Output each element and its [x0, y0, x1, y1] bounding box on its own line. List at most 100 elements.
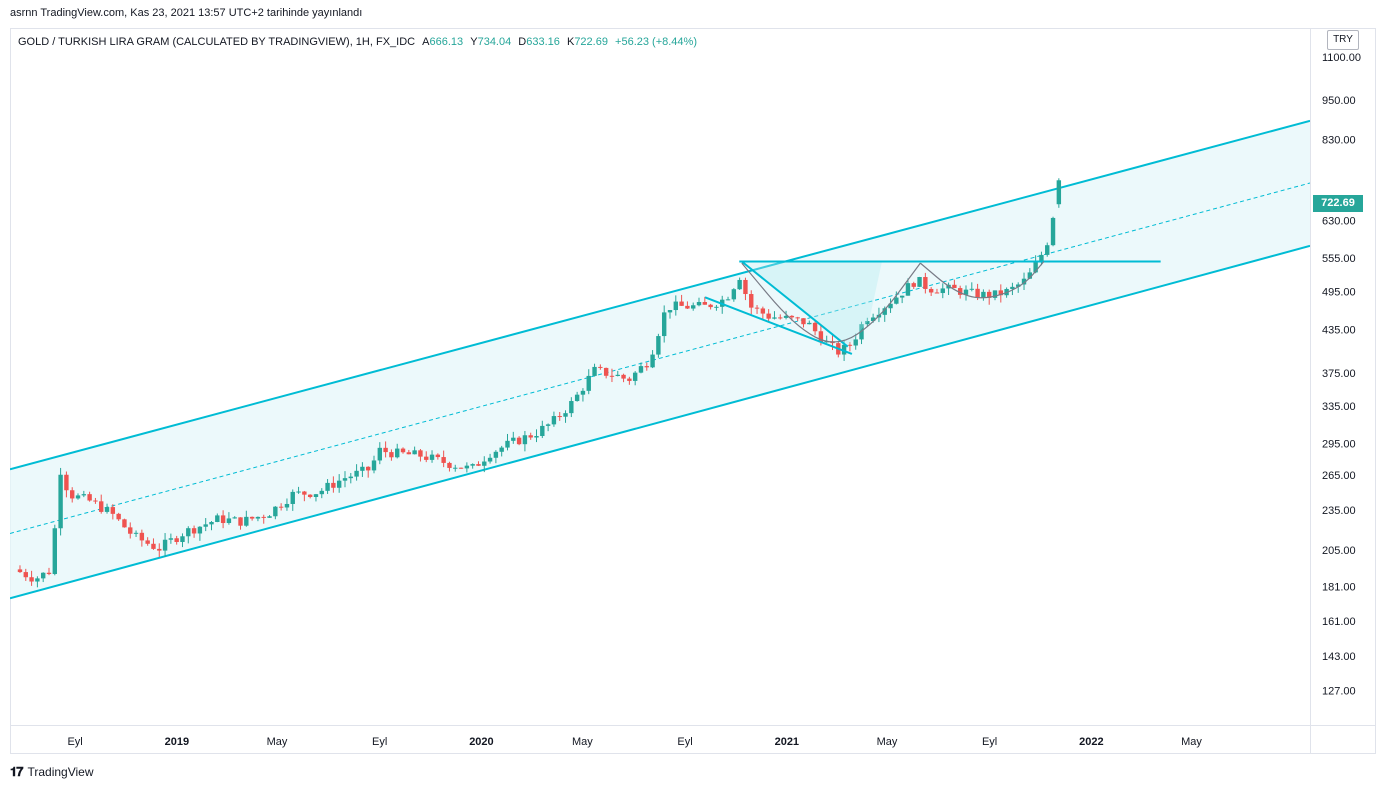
candle-body [284, 503, 290, 508]
tradingview-logo[interactable]: 𝟏𝟕 TradingView [10, 764, 94, 780]
price-tick-label: 205.00 [1322, 545, 1356, 557]
price-tick-label: 375.00 [1322, 368, 1356, 380]
candle-body [493, 451, 499, 458]
candle-body [812, 322, 818, 332]
candle-body [162, 539, 168, 551]
candle-body [128, 527, 133, 534]
candle-body [209, 521, 214, 525]
price-tick-label: 265.00 [1322, 470, 1356, 482]
candle-body [168, 538, 174, 540]
candle-body [278, 506, 284, 508]
wedge-lower-line [704, 296, 853, 355]
candle-body [1021, 278, 1027, 285]
candle-body [313, 494, 319, 497]
open-value: 666.13 [429, 36, 464, 48]
high-value: 734.04 [477, 36, 512, 48]
time-axis[interactable]: Eyl 2019 May Eyl 2020 May Eyl 2021 May Eyl 2022 May [67, 736, 1202, 748]
candle-body [336, 480, 342, 488]
candle-body [841, 344, 847, 355]
candle-body [35, 578, 40, 582]
candle-body [220, 515, 226, 524]
candle-body [441, 457, 446, 463]
candle-body [1027, 272, 1033, 279]
symbol-legend[interactable]: GOLD / TURKISH LIRA GRAM (CALCULATED BY … [18, 36, 697, 48]
candle-body [435, 454, 441, 458]
candle-body [87, 494, 92, 501]
candle-body [81, 494, 87, 496]
candle-body [104, 507, 110, 512]
candle-body [673, 301, 678, 311]
candle-body [482, 461, 487, 466]
candle-body [99, 501, 104, 512]
candle-body [586, 375, 591, 391]
price-tick-label: 1100.00 [1322, 52, 1361, 64]
candle-body [714, 306, 719, 308]
candle-body [511, 437, 516, 441]
candle-body [615, 374, 620, 376]
candle-body [232, 517, 237, 519]
candle-body [986, 291, 992, 298]
candle-body [1010, 286, 1015, 289]
candle-body [331, 482, 336, 488]
close-value: 722.69 [574, 36, 608, 48]
channel-top-line [10, 119, 1310, 471]
candle-body [627, 378, 632, 381]
candle-body [650, 354, 655, 368]
candle-body [249, 516, 255, 519]
candle-body [371, 460, 377, 471]
candle-body [534, 436, 539, 438]
candle-body [406, 452, 412, 455]
candle-body [522, 435, 528, 445]
candle-body [70, 490, 75, 499]
candle-body [702, 302, 708, 305]
candle-body [632, 372, 638, 381]
candle-body [870, 317, 876, 322]
candle-body [940, 288, 945, 294]
candle-body [853, 339, 858, 346]
candle-body [46, 572, 52, 575]
time-tick-label: Eyl [67, 736, 82, 748]
candle-body [923, 277, 928, 289]
publish-caption: asrnn TradingView.com, Kas 23, 2021 13:5… [10, 7, 363, 19]
candle-body [255, 516, 261, 519]
candle-body [679, 301, 684, 306]
candle-body [981, 291, 986, 298]
candle-body [894, 297, 899, 304]
price-tick-label: 181.00 [1322, 582, 1356, 594]
candle-body [528, 435, 533, 438]
candle-body [865, 321, 870, 325]
time-tick-label: May [1181, 736, 1202, 748]
tradingview-brand: TradingView [27, 765, 94, 779]
channel-bottom-line [10, 244, 1310, 600]
candle-body [818, 331, 824, 343]
candle-body [638, 366, 644, 373]
candle-body [928, 288, 934, 293]
candle-body [17, 569, 23, 573]
channel-fill [10, 120, 1310, 599]
candle-body [952, 284, 957, 289]
candle-body [998, 290, 1004, 296]
candle-body [174, 538, 179, 542]
candle-body [424, 456, 429, 460]
candle-body [151, 543, 156, 549]
candle-body [882, 308, 887, 315]
wedge-upper-line [741, 260, 849, 348]
currency-badge[interactable]: TRY [1327, 30, 1359, 50]
candle-body [348, 476, 353, 479]
candle-body [487, 457, 493, 462]
candle-body [23, 572, 28, 578]
candle-body [1045, 245, 1050, 255]
candle-body [760, 308, 766, 314]
price-tick-label: 161.00 [1322, 616, 1356, 628]
price-axis[interactable]: 1100.00 950.00 830.00 630.00 555.00 495.00 435… [1322, 52, 1361, 698]
candle-body [574, 394, 580, 402]
channel-mid-line [10, 182, 1310, 534]
candle-body [93, 500, 98, 502]
candle-body [934, 292, 940, 294]
candle-body [557, 416, 562, 418]
candle-body [197, 526, 203, 534]
time-tick-label: 2019 [165, 736, 189, 748]
price-tick-label: 830.00 [1322, 135, 1356, 147]
channel-layer [10, 119, 1310, 600]
